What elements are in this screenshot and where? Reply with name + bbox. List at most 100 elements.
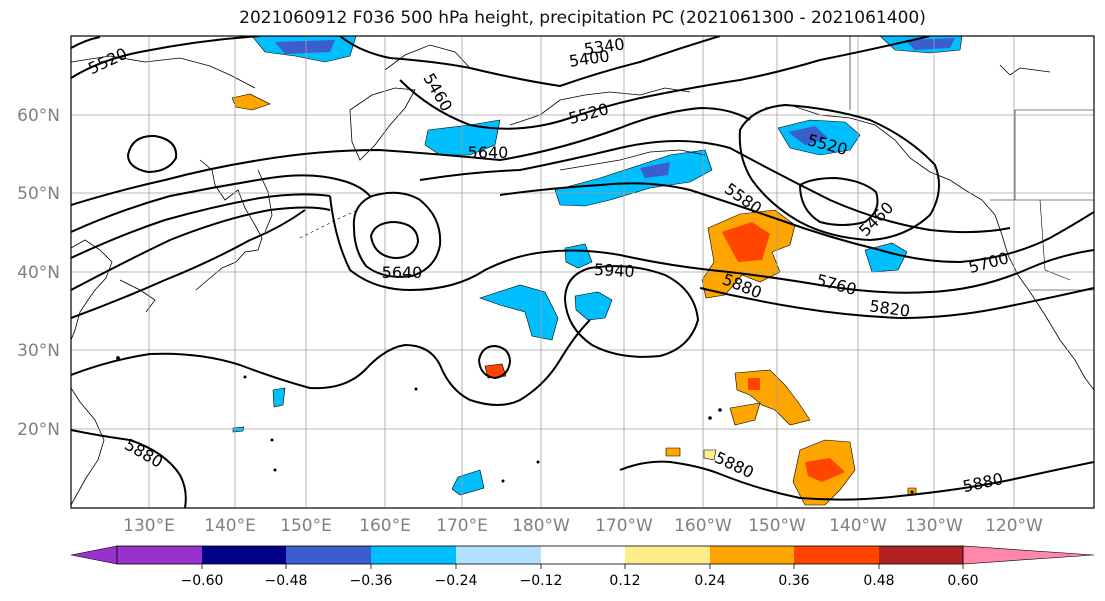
lon-label: 160°E <box>359 516 411 536</box>
colorbar-tick-label: −0.24 <box>435 573 478 589</box>
contour-line <box>352 191 442 278</box>
contour-line <box>71 106 751 206</box>
colorbar-ticks <box>201 564 964 569</box>
islands <box>116 209 914 494</box>
lon-label: 180°W <box>512 516 570 536</box>
contour-label: 5940 <box>593 260 635 281</box>
political-borders <box>849 36 1094 291</box>
height-contours <box>71 36 1094 508</box>
contour-line <box>71 429 187 508</box>
lon-label: 150°W <box>748 516 806 536</box>
precip-neg-area <box>232 426 245 433</box>
contour-line <box>71 193 331 259</box>
colorbar-tick-label: 0.60 <box>947 573 978 589</box>
lon-label: 130°E <box>123 516 175 536</box>
precip-neg-area <box>424 119 501 156</box>
lat-label: 50°N <box>17 184 60 204</box>
plot-border <box>70 35 1095 509</box>
contour-line <box>71 36 261 79</box>
coastline <box>257 169 273 233</box>
precip-neg-area <box>788 126 828 145</box>
colorbar-segment <box>541 546 625 564</box>
map-title: 2021060912 F036 500 hPa height, precipit… <box>239 8 926 28</box>
precip-neg-area <box>574 291 613 321</box>
latitude-labels: 60°N 50°N 40°N 30°N 20°N <box>17 106 60 440</box>
colorbar-segment <box>794 546 879 564</box>
contour-line <box>563 265 700 358</box>
colorbar-segment <box>286 546 371 564</box>
colorbar-tick-label: −0.36 <box>350 573 393 589</box>
colorbar-extend-left <box>70 545 118 565</box>
precip-pos-area <box>665 447 681 457</box>
coastline <box>71 387 105 506</box>
contour-line <box>71 206 331 291</box>
contour-line <box>419 140 1011 234</box>
lat-label: 30°N <box>17 341 60 361</box>
lon-label: 140°E <box>204 516 256 536</box>
colorbar-tick-label: 0.48 <box>863 573 894 589</box>
lon-label: 150°E <box>280 516 332 536</box>
lon-label: 120°W <box>985 516 1043 536</box>
longitude-labels: 130°E 140°E 150°E 160°E 170°E 180°W 170°… <box>123 516 1043 536</box>
precip-pos-area <box>703 449 717 461</box>
contour-line <box>477 344 512 380</box>
contour-line <box>499 182 1094 264</box>
contour-line <box>738 103 940 242</box>
coastline <box>384 44 471 71</box>
contour-label: 5640 <box>382 263 423 282</box>
contour-line <box>369 220 420 260</box>
colorbar: −0.60 −0.48 −0.36 −0.24 −0.12 0.12 0.24 … <box>70 545 1095 589</box>
contour-line <box>619 460 1094 501</box>
precip-neg-area <box>275 40 335 54</box>
contour-line <box>399 36 931 130</box>
contour-line <box>71 209 306 319</box>
coastline <box>71 239 113 341</box>
precip-neg-area <box>640 162 670 178</box>
contour-line <box>339 36 721 88</box>
coastline <box>559 149 706 171</box>
colorbar-tick-label: 0.12 <box>609 573 640 589</box>
colorbar-segment <box>202 546 286 564</box>
colorbar-tick-label: 0.36 <box>778 573 809 589</box>
contour-line <box>699 287 1094 320</box>
precip-pos-area <box>748 378 760 390</box>
colorbar-tick-label: −0.60 <box>181 573 224 589</box>
contour-label: 5640 <box>468 143 509 162</box>
lon-label: 160°W <box>674 516 732 536</box>
colorbar-border <box>116 545 964 565</box>
contour-line <box>71 319 591 406</box>
colorbar-segment <box>456 546 541 564</box>
lon-label: 140°W <box>829 516 887 536</box>
coastline <box>999 64 1051 76</box>
contour-line <box>126 134 178 174</box>
contour-line <box>329 195 1094 294</box>
lon-label: 170°W <box>595 516 653 536</box>
coastline <box>71 55 256 89</box>
lon-label: 170°E <box>436 516 488 536</box>
colorbar-segment <box>879 546 963 564</box>
colorbar-extend-right <box>962 545 1095 565</box>
contour-line <box>71 174 371 233</box>
lat-label: 40°N <box>17 263 60 283</box>
border <box>1039 199 1071 281</box>
coastline <box>509 87 691 126</box>
precip-neg-area <box>479 284 559 341</box>
colorbar-tick-label: −0.12 <box>520 573 563 589</box>
lon-label: 130°W <box>905 516 963 536</box>
precip-pos-area <box>729 402 761 426</box>
graticule <box>71 36 1094 508</box>
precip-pos-area <box>805 458 845 482</box>
precip-neg-area <box>905 38 955 50</box>
precip-pos-area <box>484 363 507 379</box>
colorbar-segment <box>710 546 794 564</box>
colorbar-tick-label: 0.24 <box>694 573 725 589</box>
lat-label: 20°N <box>17 420 60 440</box>
coastline <box>119 279 156 313</box>
precip-neg-area <box>864 242 908 273</box>
colorbar-segment <box>371 546 456 564</box>
precip-neg-area <box>451 469 485 496</box>
colorbar-tick-label: −0.48 <box>265 573 308 589</box>
lat-label: 60°N <box>17 106 60 126</box>
precip-neg-area <box>272 387 286 408</box>
